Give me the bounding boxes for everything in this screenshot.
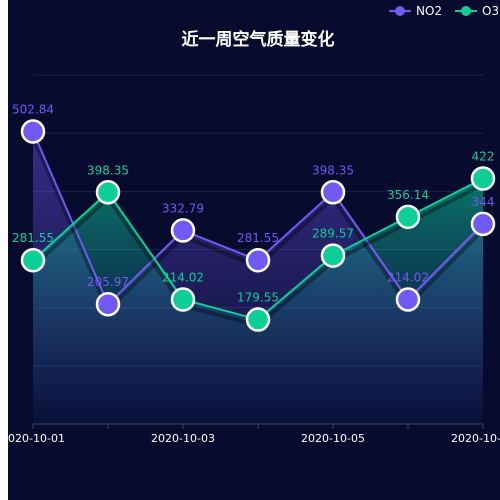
legend-label-no2: NO2 [416, 4, 442, 18]
data-label-o3: 398.35 [87, 163, 129, 177]
point-o3[interactable] [470, 166, 496, 191]
data-label-no2: 332.79 [162, 201, 204, 215]
legend: NO2 O3 [389, 4, 499, 18]
series-areas [33, 131, 483, 424]
area-o3 [33, 178, 483, 424]
data-label-no2: 398.35 [312, 163, 354, 177]
data-label-no2: 281.55 [237, 231, 279, 245]
point-o3[interactable] [395, 204, 421, 230]
data-label-no2: 205.97 [87, 275, 129, 289]
point-no2[interactable] [245, 247, 271, 273]
point-no2[interactable] [470, 211, 496, 237]
data-label-no2: 344 [472, 195, 495, 209]
data-label-o3: 356.14 [387, 188, 429, 202]
point-o3[interactable] [95, 180, 121, 205]
data-label-o3: 214.02 [162, 271, 204, 285]
x-tick-label: 2020-10-01 [1, 432, 65, 445]
data-label-no2: 214.02 [387, 271, 429, 285]
point-no2[interactable] [20, 119, 46, 144]
legend-label-o3: O3 [482, 4, 499, 18]
data-label-o3: 281.55 [12, 231, 54, 245]
data-label-o3: 422 [472, 150, 495, 164]
point-no2[interactable] [95, 291, 121, 317]
legend-marker-no2 [395, 6, 405, 16]
point-o3[interactable] [170, 287, 196, 312]
x-axis: 2020-10-01 2020-10-03 2020-10-05 2020-10-07 [1, 424, 500, 445]
data-label-o3: 289.57 [312, 227, 354, 241]
data-label-o3: 179.55 [237, 291, 279, 305]
legend-item-no2[interactable]: NO2 [389, 4, 442, 18]
legend-item-o3[interactable]: O3 [455, 4, 499, 18]
point-no2[interactable] [395, 287, 421, 312]
point-o3[interactable] [320, 243, 346, 268]
x-tick-label: 2020-10-03 [151, 432, 215, 445]
legend-marker-o3 [461, 6, 471, 16]
left-margin-strip [0, 0, 8, 500]
point-no2[interactable] [170, 218, 196, 243]
series-points [20, 119, 496, 332]
x-tick-label: 2020-10-05 [301, 432, 365, 445]
point-o3[interactable] [245, 307, 271, 332]
data-labels: 502.84 205.97 332.79 281.55 398.35 214.02 344 2… [12, 103, 494, 305]
chart-title: 近一周空气质量变化 [182, 29, 335, 50]
point-no2[interactable] [320, 180, 346, 205]
x-tick-label: 2020-10-07 [451, 432, 500, 445]
point-o3[interactable] [20, 247, 46, 273]
data-label-no2: 502.84 [12, 103, 54, 117]
